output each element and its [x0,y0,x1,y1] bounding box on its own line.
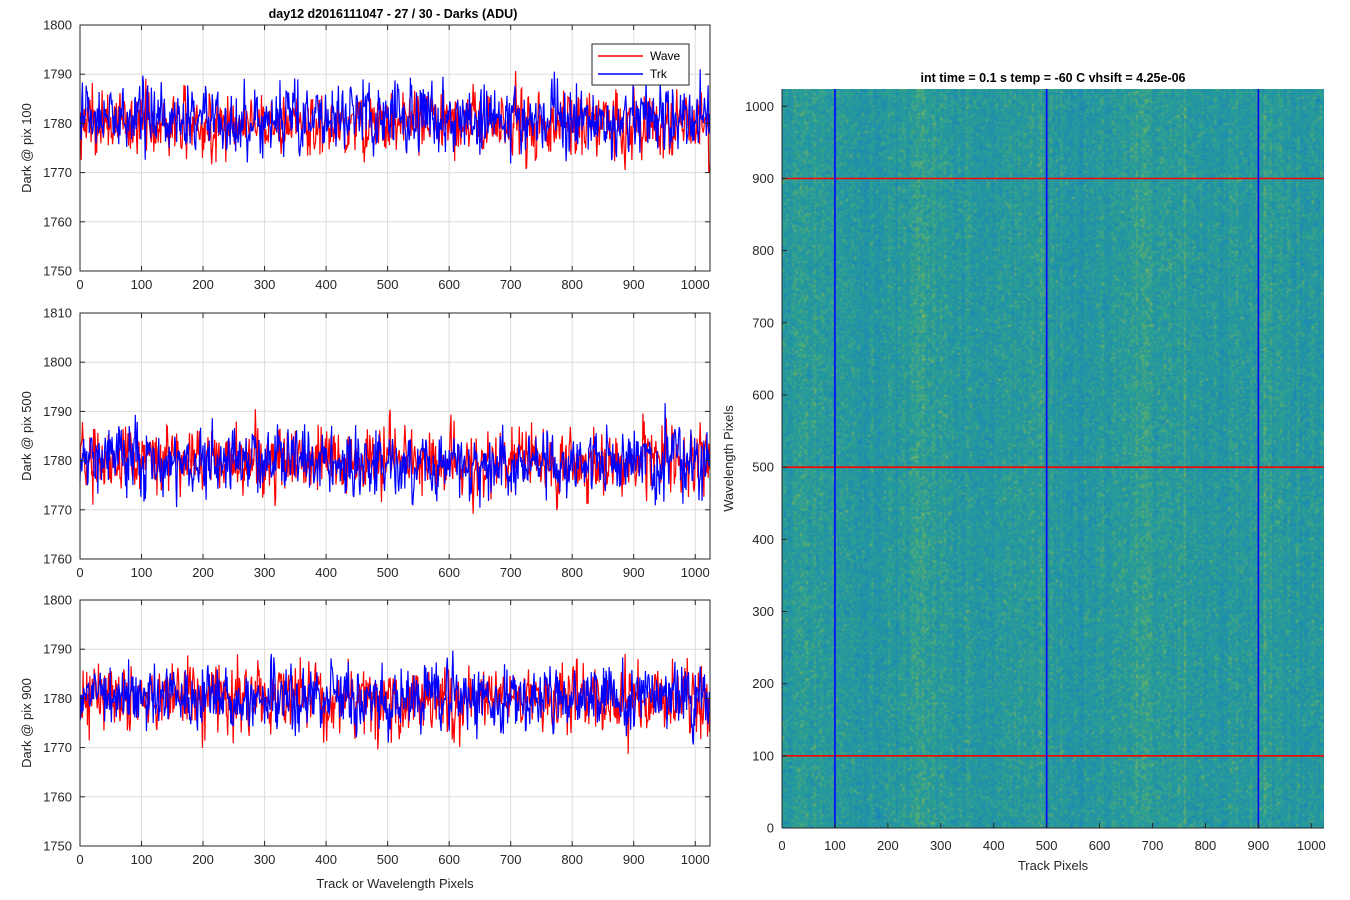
heatmap-y-tick-label: 600 [752,387,774,402]
heatmap-x-tick-label: 0 [778,838,785,853]
x-axis-label: Track or Wavelength Pixels [316,876,474,891]
x-tick-label: 400 [315,852,337,867]
y-axis-label: Dark @ pix 500 [19,391,34,481]
heatmap-title: int time = 0.1 s temp = -60 C vhsift = 4… [920,71,1185,85]
heatmap-x-tick-label: 300 [930,838,952,853]
plot-dark-pix-900: 0 100 200 300 400 500 600 700 800 900 1000 1750 1760… [19,593,711,891]
series-line-trk [79,650,710,745]
heatmap-x-tick-label: 700 [1142,838,1164,853]
x-tick-label: 0 [76,565,83,580]
x-tick-label: 500 [377,852,399,867]
y-tick-label: 1780 [43,691,72,706]
heatmap-image [782,89,1324,828]
series-line-trk [79,69,710,164]
heatmap-x-tick-label: 100 [824,838,846,853]
heatmap-y-tick-label: 100 [752,748,774,763]
x-tick-label: 700 [500,565,522,580]
x-tick-label: 1000 [681,277,710,292]
heatmap-x-tick-label: 600 [1089,838,1111,853]
x-tick-label: 1000 [681,852,710,867]
plot-frame [79,599,711,847]
y-tick-label: 1780 [43,453,72,468]
y-tick-label: 1810 [43,306,72,321]
heatmap-y-tick-label: 500 [752,460,774,475]
y-tick-label: 1780 [43,116,72,131]
y-tick-label: 1750 [43,264,72,279]
x-tick-label: 400 [315,277,337,292]
x-tick-label: 100 [131,277,153,292]
x-tick-label: 800 [561,565,583,580]
figure-title: day12 d2016111047 - 27 / 30 - Darks (ADU… [269,7,518,21]
legend: Wave Trk [591,43,690,86]
x-tick-label: 100 [131,852,153,867]
x-tick-label: 800 [561,277,583,292]
x-tick-label: 500 [377,565,399,580]
x-tick-label: 1000 [681,565,710,580]
legend-label-wave: Wave [650,49,681,63]
heatmap-x-axis-label: Track Pixels [1018,858,1089,873]
heatmap-y-tick-label: 800 [752,243,774,258]
y-tick-label: 1800 [43,355,72,370]
heatmap-y-tick-label: 400 [752,532,774,547]
x-tick-label: 200 [192,277,214,292]
x-tick-label: 200 [192,565,214,580]
heatmap-y-tick-label: 200 [752,676,774,691]
y-tick-label: 1760 [43,214,72,229]
plot-dark-pix-500: 0 100 200 300 400 500 600 700 800 900 1000 1760 1770… [19,306,711,580]
heatmap-y-tick-label: 300 [752,604,774,619]
heatmap-y-tick-label: 900 [752,171,774,186]
y-tick-label: 1750 [43,839,72,854]
heatmap-y-tick-label: 0 [767,821,774,836]
x-tick-label: 800 [561,852,583,867]
x-tick-label: 900 [623,852,645,867]
legend-label-trk: Trk [650,67,668,81]
y-axis-label: Dark @ pix 900 [19,678,34,768]
heatmap-y-tick-label: 1000 [745,99,774,114]
x-tick-label: 600 [438,852,460,867]
series-line-trk [79,403,710,508]
y-tick-label: 1770 [43,165,72,180]
heatmap-x-tick-label: 200 [877,838,899,853]
x-tick-label: 700 [500,277,522,292]
x-tick-label: 0 [76,277,83,292]
y-tick-label: 1760 [43,552,72,567]
x-tick-label: 200 [192,852,214,867]
y-tick-label: 1800 [43,593,72,608]
plot-area [80,600,710,846]
heatmap-y-axis-label: Wavelength Pixels [721,405,736,512]
x-tick-label: 900 [623,277,645,292]
x-tick-label: 300 [254,565,276,580]
x-tick-label: 600 [438,565,460,580]
y-tick-label: 1760 [43,789,72,804]
plot-frame [79,312,711,560]
x-tick-label: 900 [623,565,645,580]
x-tick-label: 300 [254,852,276,867]
y-tick-label: 1790 [43,404,72,419]
x-tick-label: 0 [76,852,83,867]
x-tick-label: 500 [377,277,399,292]
y-tick-label: 1800 [43,18,72,33]
heatmap-x-tick-label: 1000 [1297,838,1326,853]
heatmap-x-tick-label: 500 [1036,838,1058,853]
x-tick-label: 600 [438,277,460,292]
y-tick-label: 1770 [43,502,72,517]
heatmap-x-tick-label: 900 [1248,838,1270,853]
x-tick-label: 400 [315,565,337,580]
y-axis-label: Dark @ pix 100 [19,103,34,193]
heatmap-y-tick-label: 700 [752,315,774,330]
heatmap-x-tick-label: 400 [983,838,1005,853]
x-tick-label: 700 [500,852,522,867]
heatmap-x-tick-label: 800 [1195,838,1217,853]
heatmap-axes: 0 100 200 300 400 500 600 700 800 900 1000 0 100 200 3… [721,89,1326,873]
plot-frame [79,24,711,272]
y-tick-label: 1790 [43,642,72,657]
y-tick-label: 1790 [43,67,72,82]
y-tick-label: 1770 [43,740,72,755]
x-tick-label: 300 [254,277,276,292]
x-tick-label: 100 [131,565,153,580]
